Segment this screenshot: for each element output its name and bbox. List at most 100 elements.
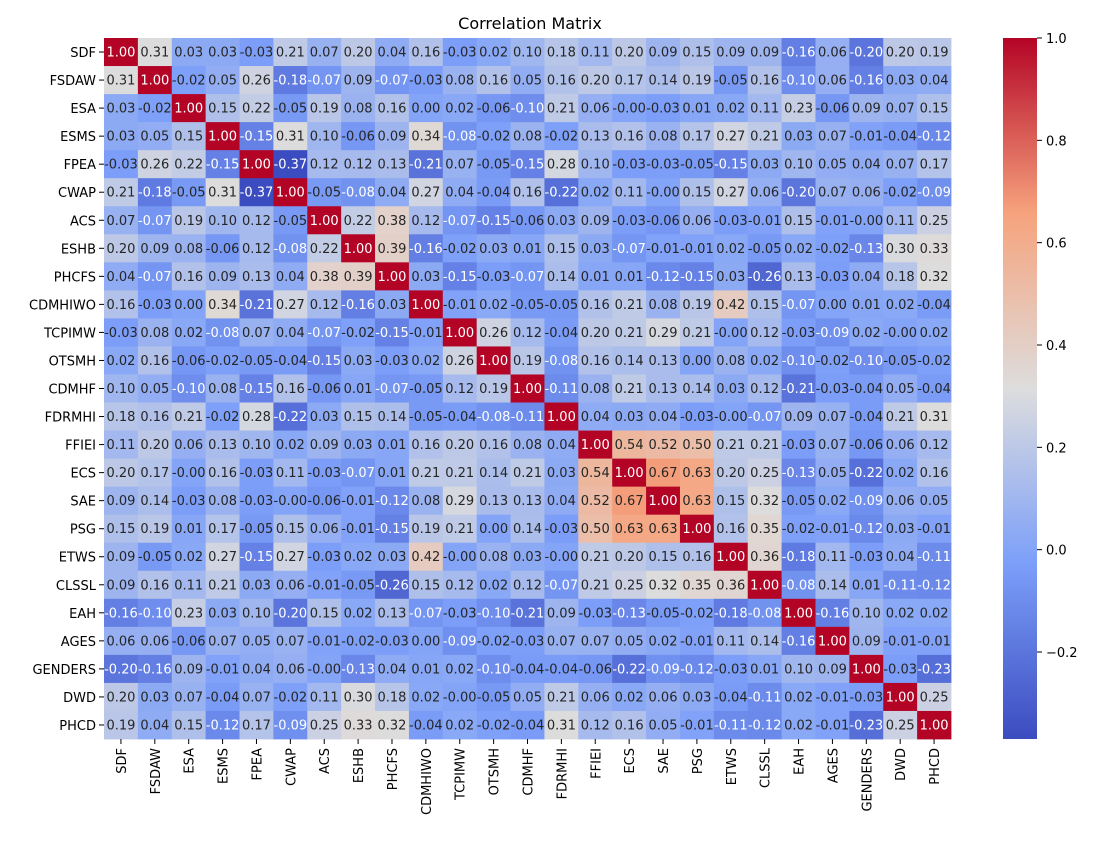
cell-EAH-TCPIMW [442,598,478,628]
cell-AGES-DWD [883,626,918,656]
cell-PHCD-CDMHF [510,710,545,740]
cell-value-label: -0.02 [206,410,240,425]
cell-PSG-TCPIMW [442,514,478,544]
cell-value-label: 0.07 [106,214,135,229]
cell-PSG-PSG [679,514,715,544]
cell-TCPIMW-CDMHF [510,318,545,347]
cell-value-label: 0.08 [649,130,678,145]
cell-value-label: -0.03 [511,634,545,649]
cell-value-label: 0.01 [750,662,779,677]
cell-GENDERS-SDF [104,654,139,684]
cell-ACS-PSG [679,206,715,235]
cell-value-label: 0.02 [750,354,779,369]
cell-DWD-PSG [679,682,715,712]
cell-DWD-OTSMH [476,682,511,712]
cell-SAE-PHCFS [375,486,410,516]
cell-value-label: -0.03 [172,494,206,509]
cell-value-label: 0.18 [547,46,576,61]
cell-value-label: 0.35 [682,578,711,593]
cell-value-label: 0.39 [378,242,407,257]
cell-value-label: 0.20 [615,550,644,565]
cell-value-label: 0.10 [242,438,271,453]
cell-ESHB-SDF [104,234,139,263]
cell-value-label: 0.07 [174,690,203,705]
cell-value-label: 0.15 [750,298,779,313]
cell-CWAP-ESHB [341,178,376,207]
cell-ESMS-ETWS [713,122,749,151]
cell-ECS-CDMHIWO [408,458,444,488]
cell-value-label: 0.22 [242,102,271,117]
cell-FPEA-SDF [104,150,139,179]
cell-value-label: 0.16 [479,74,508,89]
cell-value-label: 0.14 [615,354,644,369]
cell-value-label: -0.18 [782,550,816,565]
cell-DWD-CLSSL [747,682,782,712]
cell-CDMHF-CDMHIWO [408,374,444,403]
cell-CDMHF-ETWS [713,374,749,403]
cell-GENDERS-ESHB [341,654,376,684]
cell-FSDAW-FSDAW [137,66,173,95]
cell-AGES-CDMHIWO [408,626,444,656]
y-tick-label: ESHB [61,242,96,257]
cell-CWAP-OTSMH [476,178,511,207]
cell-ACS-CDMHIWO [408,206,444,235]
cell-value-label: 0.07 [818,410,847,425]
cell-PHCFS-FPEA [239,262,274,291]
cell-CDMHF-CWAP [273,374,308,403]
cell-value-label: 0.03 [208,606,237,621]
cell-ETWS-CDMHF [510,542,545,572]
cell-ACS-OTSMH [476,206,511,235]
cell-value-label: 0.52 [649,438,678,453]
cell-value-label: -0.05 [748,242,782,257]
cell-FPEA-FFIEI [578,150,613,179]
cell-value-label: 0.16 [479,438,508,453]
cell-value-label: -0.10 [477,606,511,621]
cell-value-label: 0.05 [649,718,678,733]
cell-value-label: -0.01 [917,522,951,537]
cell-CWAP-ECS [612,178,647,207]
cell-value-label: 0.03 [615,410,644,425]
cell-value-label: 0.06 [140,634,169,649]
x-tick-label: CLSSL [759,747,774,788]
cell-FDRMHI-OTSMH [476,402,511,431]
cell-AGES-OTSMH [476,626,511,656]
cell-FSDAW-CWAP [273,66,308,95]
y-tick-label: ETWS [59,551,96,566]
y-tick-label: PSG [70,523,96,538]
cell-value-label: -0.16 [782,634,816,649]
cell-value-label: 0.21 [581,578,610,593]
cell-PHCD-OTSMH [476,710,511,740]
cell-CLSSL-ETWS [713,570,749,600]
cell-PHCD-ECS [612,710,647,740]
cell-ESA-CDMHIWO [408,94,444,123]
y-tick-labels: SDF FSDAW ESA ESMS FPEA CWAP ACS ESHB PHCFS CDMHI… [29,46,104,734]
cell-value-label: -0.16 [409,242,443,257]
cell-value-label: 0.10 [242,606,271,621]
cell-SAE-SAE [646,486,681,516]
cell-ESHB-CDMHIWO [408,234,444,263]
cell-CDMHIWO-TCPIMW [442,290,478,319]
cell-PHCFS-ACS [307,262,342,291]
cell-value-label: -0.00 [172,466,206,481]
cell-CDMHF-ESA [171,374,207,403]
cell-value-label: -0.03 [240,466,274,481]
y-tick-label: SDF [70,46,96,61]
cell-value-label: -0.05 [646,606,680,621]
cell-FSDAW-ECS [612,66,647,95]
cell-OTSMH-AGES [815,346,850,375]
cell-PSG-FDRMHI [544,514,579,544]
cell-FPEA-PHCD [917,150,952,179]
cell-CDMHF-OTSMH [476,374,511,403]
cell-FSDAW-PHCFS [375,66,410,95]
cell-value-label: -0.02 [138,102,172,117]
cell-value-label: 0.21 [513,466,542,481]
cell-ETWS-ESA [171,542,207,572]
cell-CLSSL-EAH [781,570,816,600]
cell-value-label: 0.09 [208,270,237,285]
cell-value-label: 0.16 [411,46,440,61]
cell-value-label: 1.00 [242,158,271,173]
cell-ECS-ECS [612,458,647,488]
cell-value-label: 0.06 [106,634,135,649]
cell-value-label: 0.11 [581,46,610,61]
cell-FPEA-ESHB [341,150,376,179]
